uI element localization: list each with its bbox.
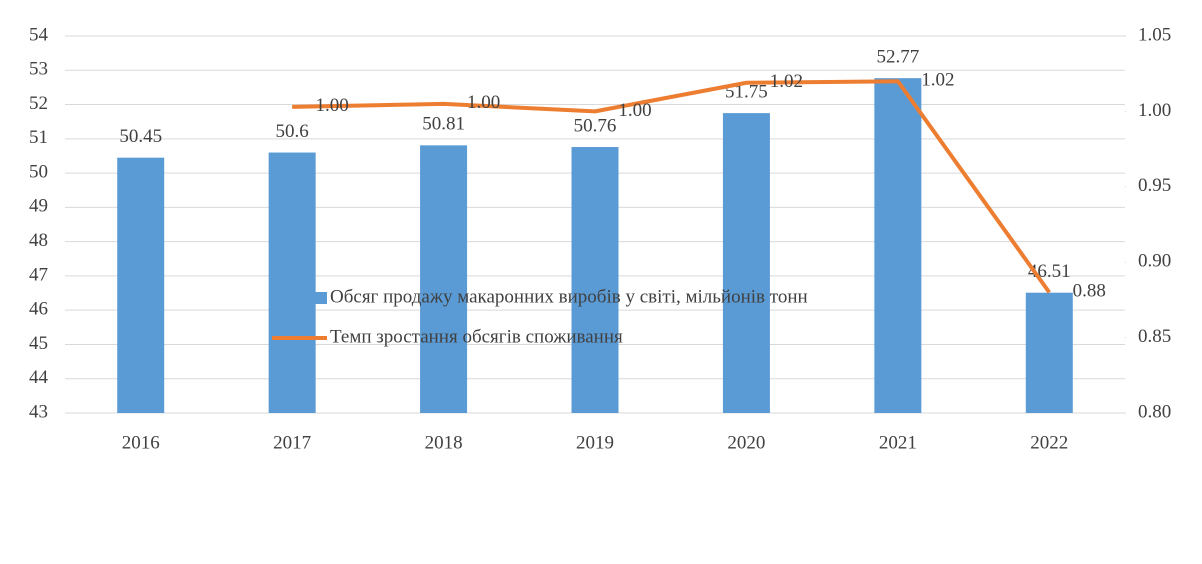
- y2-tick-label: 0.85: [1138, 326, 1171, 347]
- y-tick-label: 48: [29, 230, 48, 251]
- y-tick-label: 47: [29, 264, 48, 285]
- line-value-label: 1.00: [618, 100, 651, 121]
- line-value-label: 1.00: [467, 92, 500, 113]
- bar-value-label: 52.77: [876, 47, 919, 68]
- bar-value-label: 50.6: [276, 121, 309, 142]
- y-tick-label: 50: [29, 161, 48, 182]
- y2-tick-label: 1.00: [1138, 100, 1171, 121]
- x-tick-label: 2020: [727, 432, 765, 453]
- y-tick-label: 44: [29, 367, 49, 388]
- legend-label: Темп зростання обсягів споживання: [330, 326, 623, 347]
- x-tick-label: 2019: [576, 432, 614, 453]
- y-tick-label: 49: [29, 196, 48, 217]
- x-tick-label: 2016: [122, 432, 160, 453]
- y2-tick-label: 1.05: [1138, 24, 1171, 45]
- y-tick-label: 46: [29, 299, 48, 320]
- line-value-label: 1.00: [316, 95, 349, 116]
- line-series: [292, 79, 1051, 294]
- y2-tick-label: 0.80: [1138, 401, 1171, 422]
- x-tick-label: 2021: [879, 432, 917, 453]
- line-value-label: 0.88: [1073, 281, 1106, 302]
- y2-tick-label: 0.90: [1138, 251, 1171, 272]
- bar: [268, 152, 316, 413]
- bar-value-label: 50.76: [574, 115, 617, 136]
- bar: [874, 78, 922, 413]
- bar: [1025, 292, 1073, 413]
- y-tick-label: 53: [29, 59, 48, 80]
- y2-tick-label: 0.95: [1138, 175, 1171, 196]
- y-tick-label: 45: [29, 333, 48, 354]
- y-tick-label: 51: [29, 127, 48, 148]
- bar: [571, 147, 619, 413]
- x-tick-label: 2017: [273, 432, 311, 453]
- bar: [722, 113, 770, 413]
- line-value-label: 1.02: [770, 71, 803, 92]
- legend-swatch: [272, 292, 327, 304]
- bar-value-label: 50.81: [422, 114, 465, 135]
- bar-value-label: 50.45: [119, 126, 162, 147]
- line-value-label: 1.02: [921, 70, 954, 91]
- y-tick-label: 52: [29, 93, 48, 114]
- y-tick-label: 43: [29, 401, 48, 422]
- y-tick-label: 54: [29, 24, 49, 45]
- x-tick-label: 2022: [1030, 432, 1068, 453]
- bar: [117, 157, 165, 413]
- bar: [420, 145, 468, 413]
- x-tick-label: 2018: [425, 432, 463, 453]
- legend-label: Обсяг продажу макаронних виробів у світі…: [330, 286, 808, 307]
